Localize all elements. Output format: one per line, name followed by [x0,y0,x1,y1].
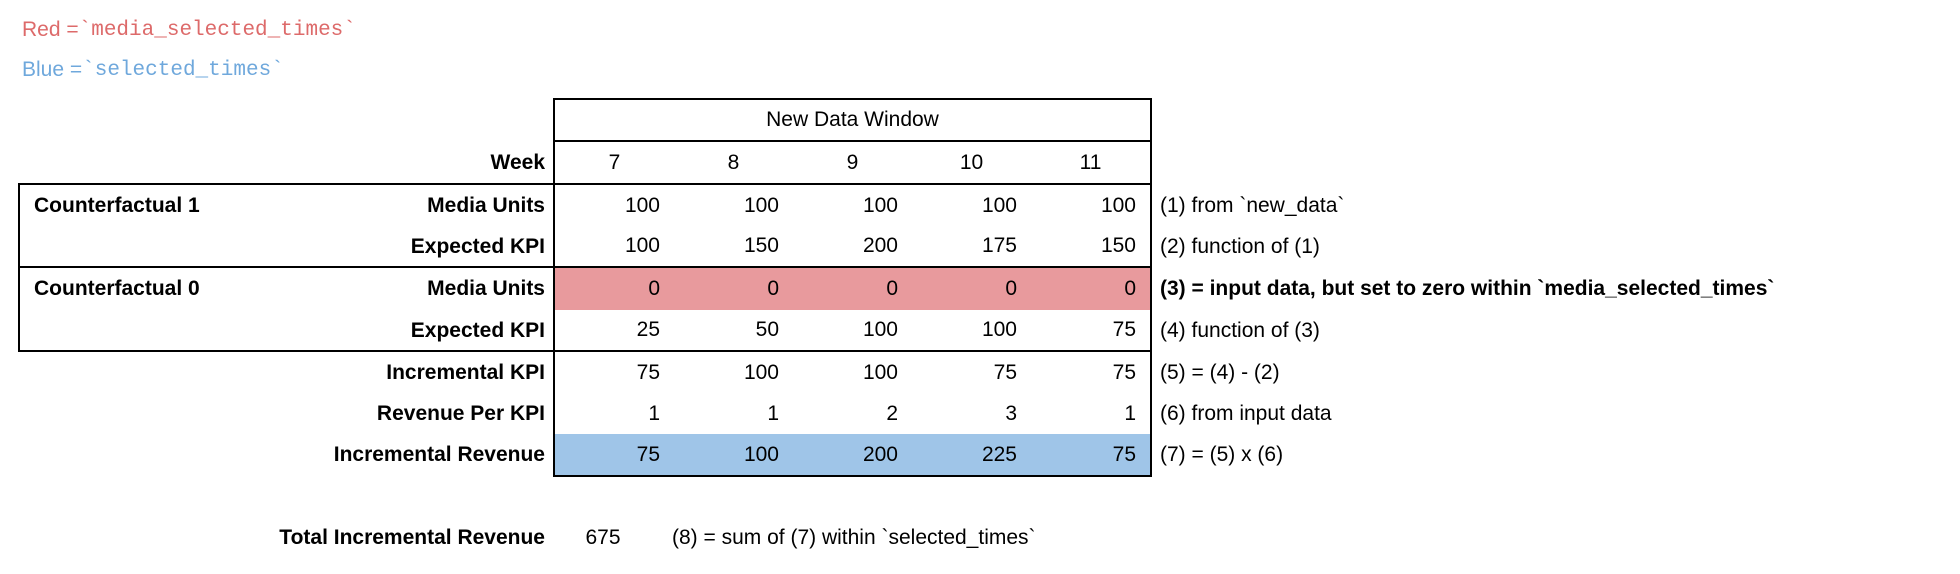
table-row-media-units-cf0-highlighted-red: 0 0 0 0 0 [555,268,1150,310]
legend-blue-code: `selected_times` [82,58,284,82]
table-cell: 100 [743,360,779,384]
row-label-incremental-revenue: Incremental Revenue [333,442,545,466]
table-cell: 75 [1112,360,1136,384]
annotation-2: (2) function of (1) [1160,235,1320,258]
table-cell: 1 [648,401,660,425]
table-cell-blue: 75 [1031,434,1150,475]
table-cell-red: 0 [912,268,1031,310]
annotation-6: (6) from input data [1160,401,1332,425]
row-label-expected-kpi-cf1: Expected KPI [410,235,545,258]
table-cell: 100 [743,193,779,217]
group-label-counterfactual-1: Counterfactual 1 [34,193,200,217]
table-row-revenue-per-kpi: 1 1 2 3 1 [555,393,1150,434]
table-cell-red: 0 [674,268,793,310]
annotation-7: (7) = (5) x (6) [1160,442,1284,466]
table-cell: 175 [981,234,1017,257]
table-cell: 200 [862,234,898,257]
table-cell-red: 0 [793,268,912,310]
table-row-media-units-cf1: 100 100 100 100 100 [555,185,1150,226]
legend-red: Red = `media_selected_times` [22,14,356,46]
table-row-incremental-revenue-highlighted-blue: 75 100 200 225 75 [555,434,1150,475]
table-cell: 100 [624,193,660,217]
table-title: New Data Window [766,108,939,131]
table-cell-blue: 200 [793,434,912,475]
total-label: Total Incremental Revenue [279,526,545,549]
table-cell: 1 [767,401,779,425]
table-cell: 100 [981,318,1017,341]
annotation-1: (1) from `new_data` [1160,193,1345,217]
week-row-label: Week [490,150,545,174]
row-label-expected-kpi-cf0: Expected KPI [410,319,545,342]
table-cell-red: 0 [1031,268,1150,310]
table-cell-blue: 75 [555,434,674,475]
table-cell: 100 [862,360,898,384]
row-label-media-units-cf1: Media Units [427,193,545,217]
annotation-column: (1) from `new_data` (2) function of (1) … [1160,185,1774,475]
table-cell: 100 [1100,193,1136,217]
week-10: 10 [959,150,984,174]
table-cell: 2 [886,401,898,425]
annotation-8: (8) = sum of (7) within `selected_times` [672,526,1036,549]
week-8: 8 [727,150,740,174]
table-header: New Data Window [555,100,1150,142]
table-cell: 3 [1005,401,1017,425]
row-label-media-units-cf0: Media Units [427,277,545,300]
row-label-column: Media Units Expected KPI Media Units Exp… [0,185,545,475]
annotation-4: (4) function of (3) [1160,319,1320,342]
group-label-counterfactual-0: Counterfactual 0 [34,277,200,300]
table-cell: 100 [981,193,1017,217]
table-cell-red: 0 [555,268,674,310]
table-row-incremental-kpi: 75 100 100 75 75 [555,352,1150,393]
table-cell: 100 [862,318,898,341]
table-cell: 50 [755,318,779,341]
row-label-incremental-kpi: Incremental KPI [386,360,545,384]
week-9: 9 [846,150,859,174]
table-cell: 25 [636,318,660,341]
week-7: 7 [608,150,621,174]
table-row-expected-kpi-cf1: 100 150 200 175 150 [555,226,1150,268]
legend-blue: Blue = `selected_times` [22,54,284,86]
table-cell-blue: 100 [674,434,793,475]
row-label-revenue-per-kpi: Revenue Per KPI [376,401,545,425]
table-cell: 150 [1100,234,1136,257]
table-cell: 100 [862,193,898,217]
table-cell: 100 [624,234,660,257]
table-row-expected-kpi-cf0: 25 50 100 100 75 [555,310,1150,352]
table-cell: 1 [1124,401,1136,425]
total-value: 675 [585,526,621,549]
legend-red-label: Red = [22,18,79,41]
legend-blue-label: Blue = [22,58,83,81]
week-11: 11 [1079,150,1102,174]
data-table: New Data Window 7 8 9 10 11 100 100 100 … [553,98,1152,477]
table-cell-blue: 225 [912,434,1031,475]
table-cell: 150 [743,234,779,257]
table-cell: 75 [1112,318,1136,341]
table-cell: 75 [636,360,660,384]
annotation-3: (3) = input data, but set to zero within… [1160,277,1775,300]
table-cell: 75 [993,360,1017,384]
legend-red-code: `media_selected_times` [78,18,356,42]
week-header-row: 7 8 9 10 11 [555,142,1150,185]
annotation-5: (5) = (4) - (2) [1160,360,1280,384]
